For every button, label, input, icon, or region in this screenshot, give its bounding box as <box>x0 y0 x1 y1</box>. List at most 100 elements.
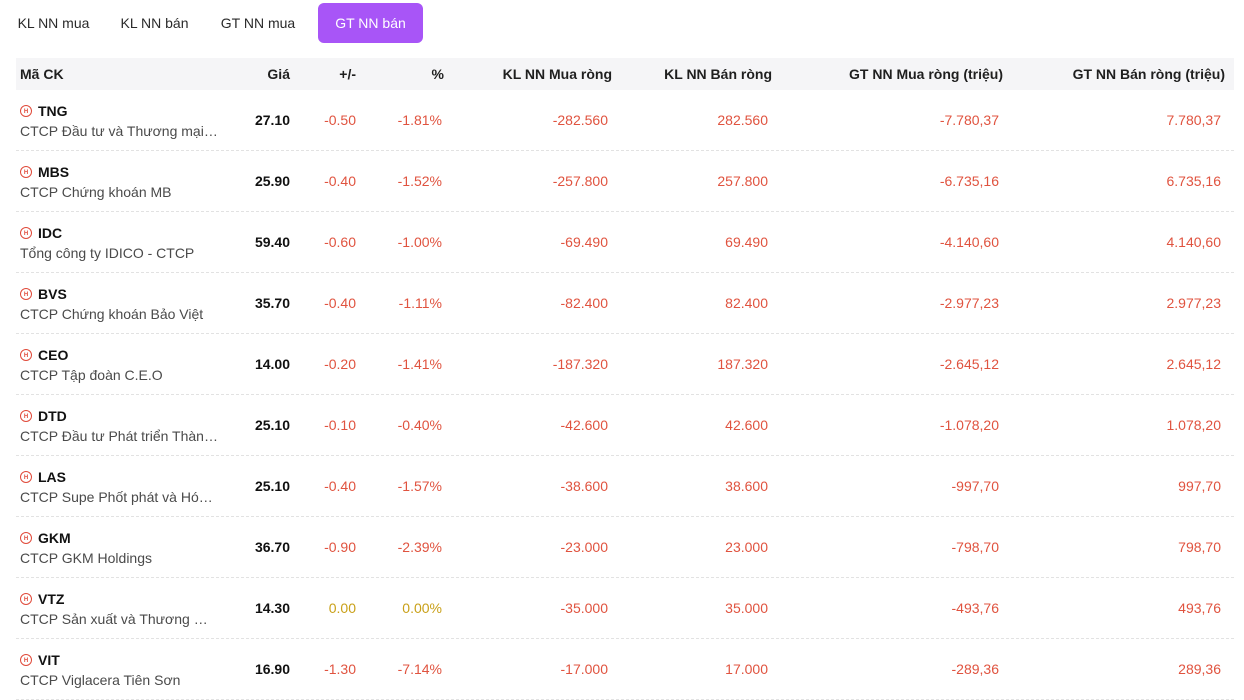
cell-price: 27.10 <box>254 112 290 128</box>
ticker-symbol[interactable]: DTD <box>38 408 67 424</box>
header-change[interactable]: +/- <box>339 66 356 82</box>
tab-bar: KL NN mua KL NN bán GT NN mua GT NN bán <box>16 3 427 43</box>
cell-kl-sell: 42.600 <box>725 417 768 433</box>
cell-kl-buy: -69.490 <box>560 234 608 250</box>
cell-change: 0.00 <box>328 600 356 616</box>
cell-code: H MBS CTCP Chứng khoán MB <box>16 162 220 200</box>
cell-gt-buy: -4.140,60 <box>939 234 999 250</box>
cell-gt-buy: -2.977,23 <box>939 295 999 311</box>
header-code[interactable]: Mã CK <box>20 66 64 82</box>
table-row[interactable]: H BVS CTCP Chứng khoán Bảo Việt 35.70 -0… <box>16 273 1234 334</box>
exchange-badge-icon: H <box>20 166 32 178</box>
cell-change: -0.40 <box>324 173 356 189</box>
cell-kl-buy: -35.000 <box>560 600 608 616</box>
cell-gt-sell: 1.078,20 <box>1166 417 1222 433</box>
company-name: CTCP Chứng khoán Bảo Việt <box>20 306 204 322</box>
table-row[interactable]: H LAS CTCP Supe Phốt phát và Hóa chất Lâ… <box>16 456 1234 517</box>
ticker-symbol[interactable]: GKM <box>38 530 71 546</box>
cell-price: 14.00 <box>254 356 290 372</box>
cell-gt-buy: -798,70 <box>951 539 999 555</box>
table-header: Mã CK Giá +/- % KL NN Mua ròng KL NN Bán… <box>16 58 1234 90</box>
table-row[interactable]: H GKM CTCP GKM Holdings 36.70 -0.90 -2.3… <box>16 517 1234 578</box>
cell-gt-buy: -1.078,20 <box>939 417 999 433</box>
company-name: CTCP GKM Holdings <box>20 550 153 566</box>
foreign-trading-table: Mã CK Giá +/- % KL NN Mua ròng KL NN Bán… <box>16 58 1234 700</box>
cell-change: -1.30 <box>324 661 356 677</box>
exchange-badge-icon: H <box>20 349 32 361</box>
cell-change: -0.60 <box>324 234 356 250</box>
cell-gt-buy: -2.645,12 <box>939 356 999 372</box>
cell-code: H IDC Tổng công ty IDICO - CTCP <box>16 223 220 261</box>
cell-gt-sell: 7.780,37 <box>1166 112 1222 128</box>
cell-price: 36.70 <box>254 539 290 555</box>
cell-kl-buy: -17.000 <box>560 661 608 677</box>
cell-kl-buy: -82.400 <box>560 295 608 311</box>
company-name: CTCP Đầu tư Phát triển Thành Đạt <box>20 428 218 444</box>
cell-change: -0.50 <box>324 112 356 128</box>
company-name: CTCP Tập đoàn C.E.O <box>20 367 163 383</box>
company-name: CTCP Supe Phốt phát và Hóa chất Lâm Thao <box>20 489 218 505</box>
exchange-badge-icon: H <box>20 410 32 422</box>
cell-gt-sell: 798,70 <box>1178 539 1221 555</box>
cell-code: H CEO CTCP Tập đoàn C.E.O <box>16 345 220 383</box>
cell-change: -0.10 <box>324 417 356 433</box>
tab-gt-nn-ban[interactable]: GT NN bán <box>318 3 423 43</box>
cell-gt-sell: 997,70 <box>1178 478 1221 494</box>
cell-gt-sell: 2.645,12 <box>1166 356 1222 372</box>
ticker-symbol[interactable]: CEO <box>38 347 69 363</box>
cell-code: H BVS CTCP Chứng khoán Bảo Việt <box>16 284 220 322</box>
exchange-badge-icon: H <box>20 654 32 666</box>
ticker-symbol[interactable]: TNG <box>38 103 68 119</box>
cell-percent: -1.81% <box>397 112 442 128</box>
table-row[interactable]: H IDC Tổng công ty IDICO - CTCP 59.40 -0… <box>16 212 1234 273</box>
tab-gt-nn-mua[interactable]: GT NN mua <box>220 15 296 31</box>
company-name: CTCP Chứng khoán MB <box>20 184 172 200</box>
exchange-badge-icon: H <box>20 227 32 239</box>
company-name: CTCP Đầu tư và Thương mại TNG <box>20 123 218 139</box>
cell-gt-sell: 2.977,23 <box>1166 295 1222 311</box>
table-row[interactable]: H DTD CTCP Đầu tư Phát triển Thành Đạt 2… <box>16 395 1234 456</box>
cell-code: H LAS CTCP Supe Phốt phát và Hóa chất Lâ… <box>16 467 220 505</box>
tab-kl-nn-ban[interactable]: KL NN bán <box>120 15 189 31</box>
header-gt-sell[interactable]: GT NN Bán ròng (triệu) <box>1072 66 1225 82</box>
header-kl-sell[interactable]: KL NN Bán ròng <box>664 66 772 82</box>
ticker-symbol[interactable]: LAS <box>38 469 66 485</box>
cell-gt-buy: -997,70 <box>951 478 999 494</box>
cell-change: -0.40 <box>324 295 356 311</box>
cell-kl-sell: 23.000 <box>725 539 768 555</box>
cell-code: H TNG CTCP Đầu tư và Thương mại TNG <box>16 101 220 139</box>
cell-kl-sell: 35.000 <box>725 600 768 616</box>
table-row[interactable]: H VIT CTCP Viglacera Tiên Sơn 16.90 -1.3… <box>16 639 1234 700</box>
cell-kl-buy: -187.320 <box>552 356 608 372</box>
ticker-symbol[interactable]: BVS <box>38 286 67 302</box>
cell-gt-buy: -7.780,37 <box>939 112 999 128</box>
cell-price: 25.10 <box>254 478 290 494</box>
cell-gt-buy: -493,76 <box>951 600 999 616</box>
tab-kl-nn-mua[interactable]: KL NN mua <box>17 15 90 31</box>
exchange-badge-icon: H <box>20 471 32 483</box>
header-gt-buy[interactable]: GT NN Mua ròng (triệu) <box>849 66 1003 82</box>
company-name: Tổng công ty IDICO - CTCP <box>20 245 195 261</box>
header-price[interactable]: Giá <box>267 66 290 82</box>
cell-percent: -7.14% <box>397 661 442 677</box>
cell-price: 16.90 <box>254 661 290 677</box>
cell-kl-sell: 38.600 <box>725 478 768 494</box>
table-row[interactable]: H TNG CTCP Đầu tư và Thương mại TNG 27.1… <box>16 90 1234 151</box>
header-kl-buy[interactable]: KL NN Mua ròng <box>502 66 612 82</box>
cell-code: H DTD CTCP Đầu tư Phát triển Thành Đạt <box>16 406 220 444</box>
ticker-symbol[interactable]: VIT <box>38 652 60 668</box>
table-row[interactable]: H CEO CTCP Tập đoàn C.E.O 14.00 -0.20 -1… <box>16 334 1234 395</box>
table-row[interactable]: H MBS CTCP Chứng khoán MB 25.90 -0.40 -1… <box>16 151 1234 212</box>
cell-change: -0.40 <box>324 478 356 494</box>
header-percent[interactable]: % <box>431 66 444 82</box>
cell-gt-sell: 6.735,16 <box>1166 173 1222 189</box>
exchange-badge-icon: H <box>20 105 32 117</box>
ticker-symbol[interactable]: MBS <box>38 164 70 180</box>
cell-kl-buy: -42.600 <box>560 417 608 433</box>
ticker-symbol[interactable]: VTZ <box>38 591 65 607</box>
ticker-symbol[interactable]: IDC <box>38 225 63 241</box>
table-row[interactable]: H VTZ CTCP Sản xuất và Thương mại Nhựa V… <box>16 578 1234 639</box>
cell-percent: -2.39% <box>397 539 442 555</box>
cell-kl-sell: 82.400 <box>725 295 768 311</box>
cell-kl-sell: 257.800 <box>717 173 768 189</box>
